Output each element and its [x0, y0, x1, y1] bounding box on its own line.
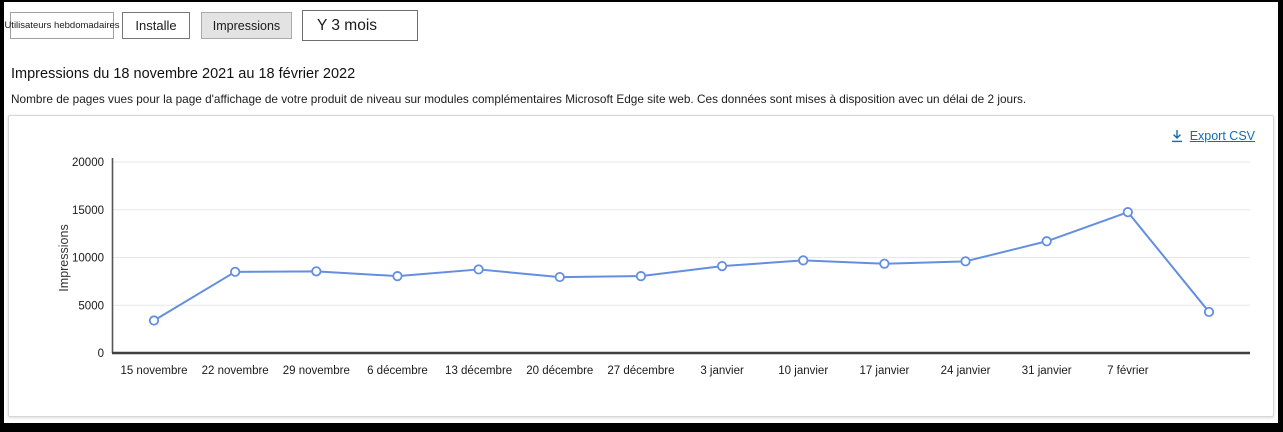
x-tick-label: 31 janvier [1022, 365, 1072, 377]
data-point[interactable] [1203, 306, 1215, 318]
data-point[interactable] [960, 256, 971, 267]
y-tick-label: 0 [98, 348, 104, 360]
export-csv-link[interactable]: Export CSV [1170, 129, 1255, 143]
metrics-toolbar: Utilisateurs hebdomadaires Installe Impr… [4, 10, 1278, 41]
x-tick-label: 17 janvier [859, 365, 909, 377]
x-tick-label: 22 novembre [202, 365, 269, 377]
data-point[interactable] [230, 266, 241, 277]
y-axis-title: Impressions [57, 224, 71, 291]
data-point[interactable] [1041, 236, 1052, 247]
x-tick-label: 20 décembre [526, 365, 593, 377]
y-tick-label: 15000 [72, 205, 104, 217]
data-point[interactable] [635, 271, 647, 282]
tab-impressions[interactable]: Impressions [201, 12, 292, 39]
data-point[interactable] [879, 258, 890, 269]
export-csv-label: Export CSV [1189, 129, 1255, 143]
x-tick-label: 13 décembre [445, 365, 512, 377]
data-point[interactable] [473, 264, 484, 275]
x-tick-label: 7 février [1107, 365, 1149, 377]
data-point[interactable] [554, 271, 565, 283]
chart-line [153, 211, 1210, 322]
x-tick-label: 29 novembre [283, 365, 350, 377]
x-tick-label: 6 décembre [367, 365, 428, 377]
date-range-selector[interactable]: Y 3 mois [302, 10, 418, 41]
data-point[interactable] [1122, 207, 1133, 218]
y-tick-label: 5000 [78, 300, 104, 312]
x-tick-label: 3 janvier [700, 365, 744, 377]
download-icon [1171, 130, 1182, 143]
tab-weekly-users[interactable]: Utilisateurs hebdomadaires [4, 12, 120, 39]
x-tick-label: 27 décembre [607, 365, 674, 377]
data-point[interactable] [148, 315, 160, 326]
data-point[interactable] [716, 260, 728, 272]
page-title: Impressions du 18 novembre 2021 au 18 fé… [11, 66, 356, 82]
impressions-line-chart: Impressions 0 5000 10000 15000 20000 15 novem… [57, 157, 1250, 377]
x-tick-label: 15 novembre [120, 365, 187, 377]
page-description: Nombre de pages vues pour la page d'affi… [11, 92, 1027, 106]
data-point[interactable] [392, 271, 403, 282]
y-tick-label: 20000 [72, 157, 104, 169]
tab-installs[interactable]: Installe [122, 12, 190, 39]
data-point[interactable] [798, 255, 809, 266]
data-point[interactable] [311, 266, 322, 277]
y-tick-label: 10000 [72, 253, 104, 265]
impressions-chart-card: Export CSV Impressions 0 5000 10000 15000 20… [8, 115, 1274, 417]
x-tick-label: 24 janvier [941, 365, 991, 377]
x-tick-label: 10 janvier [778, 365, 828, 377]
